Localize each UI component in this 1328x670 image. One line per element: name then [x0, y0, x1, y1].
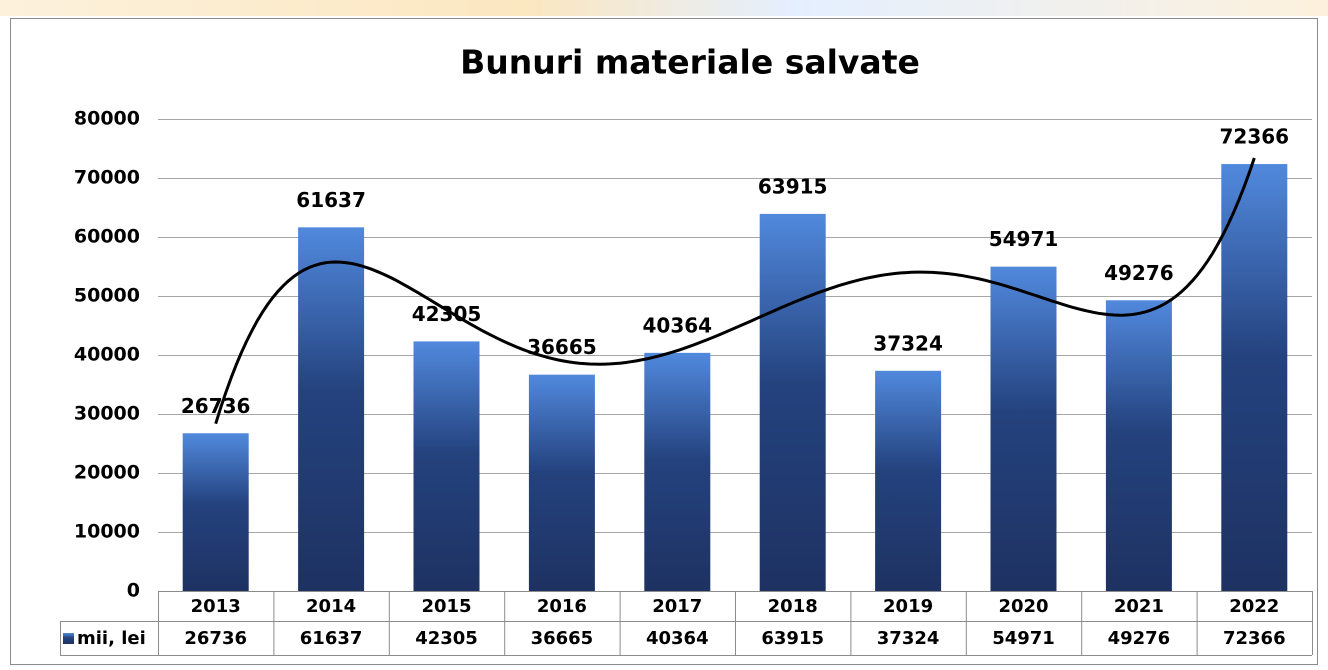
table-value: 54971: [992, 628, 1055, 649]
table-value: 36665: [531, 628, 594, 649]
trendline: [214, 157, 1256, 425]
table-value: 61637: [300, 628, 363, 649]
bar: [298, 227, 365, 591]
table-value: 63915: [761, 628, 824, 649]
table-value: 26736: [184, 628, 247, 649]
y-tick-label: 60000: [74, 226, 140, 248]
bar: [413, 341, 480, 591]
x-tick-label: 2018: [768, 596, 818, 617]
bar: [759, 213, 826, 592]
legend-label: mii, lei: [77, 628, 146, 649]
table-value: 42305: [415, 628, 478, 649]
x-tick-label: 2022: [1229, 596, 1279, 617]
y-tick-label: 70000: [74, 167, 140, 189]
data-label: 49276: [1104, 261, 1174, 285]
x-tick-label: 2015: [421, 596, 471, 617]
table-value: 72366: [1223, 628, 1286, 649]
y-tick-label: 0: [127, 580, 140, 602]
legend-marker: [63, 633, 74, 644]
data-label: 36665: [527, 335, 597, 359]
data-label: 42305: [412, 302, 482, 326]
bar: [875, 370, 942, 591]
table-value: 40364: [646, 628, 709, 649]
bar: [1221, 164, 1288, 592]
y-tick-label: 20000: [74, 462, 140, 484]
chart-title: Bunuri materiale salvate: [460, 43, 920, 82]
data-label: 40364: [643, 313, 713, 337]
x-tick-label: 2016: [537, 596, 587, 617]
x-tick-label: 2021: [1114, 596, 1164, 617]
bar: [644, 352, 711, 591]
bar: [182, 433, 249, 591]
x-tick-label: 2014: [306, 596, 356, 617]
data-label: 37324: [873, 331, 943, 355]
plot: 0 10000 20000 30000 40000 50000 60000 70000 8000…: [60, 108, 1313, 656]
y-tick-label: 10000: [74, 521, 140, 543]
y-tick-label: 50000: [74, 285, 140, 307]
data-label: 72366: [1220, 125, 1290, 149]
table-value: 37324: [877, 628, 940, 649]
x-tick-label: 2020: [998, 596, 1048, 617]
bar: [1105, 300, 1172, 591]
y-tick-label: 40000: [74, 344, 140, 366]
data-label: 61637: [296, 188, 366, 212]
bar: [990, 266, 1057, 591]
bar: [528, 374, 595, 591]
page-band: [0, 0, 1328, 16]
data-label: 54971: [989, 227, 1059, 251]
y-tick-label: 80000: [74, 108, 140, 130]
data-label: 26736: [181, 394, 251, 418]
x-tick-label: 2017: [652, 596, 702, 617]
x-tick-label: 2019: [883, 596, 933, 617]
table-value: 49276: [1108, 628, 1171, 649]
data-label: 63915: [758, 174, 828, 198]
x-tick-label: 2013: [191, 596, 241, 617]
y-tick-label: 30000: [74, 403, 140, 425]
